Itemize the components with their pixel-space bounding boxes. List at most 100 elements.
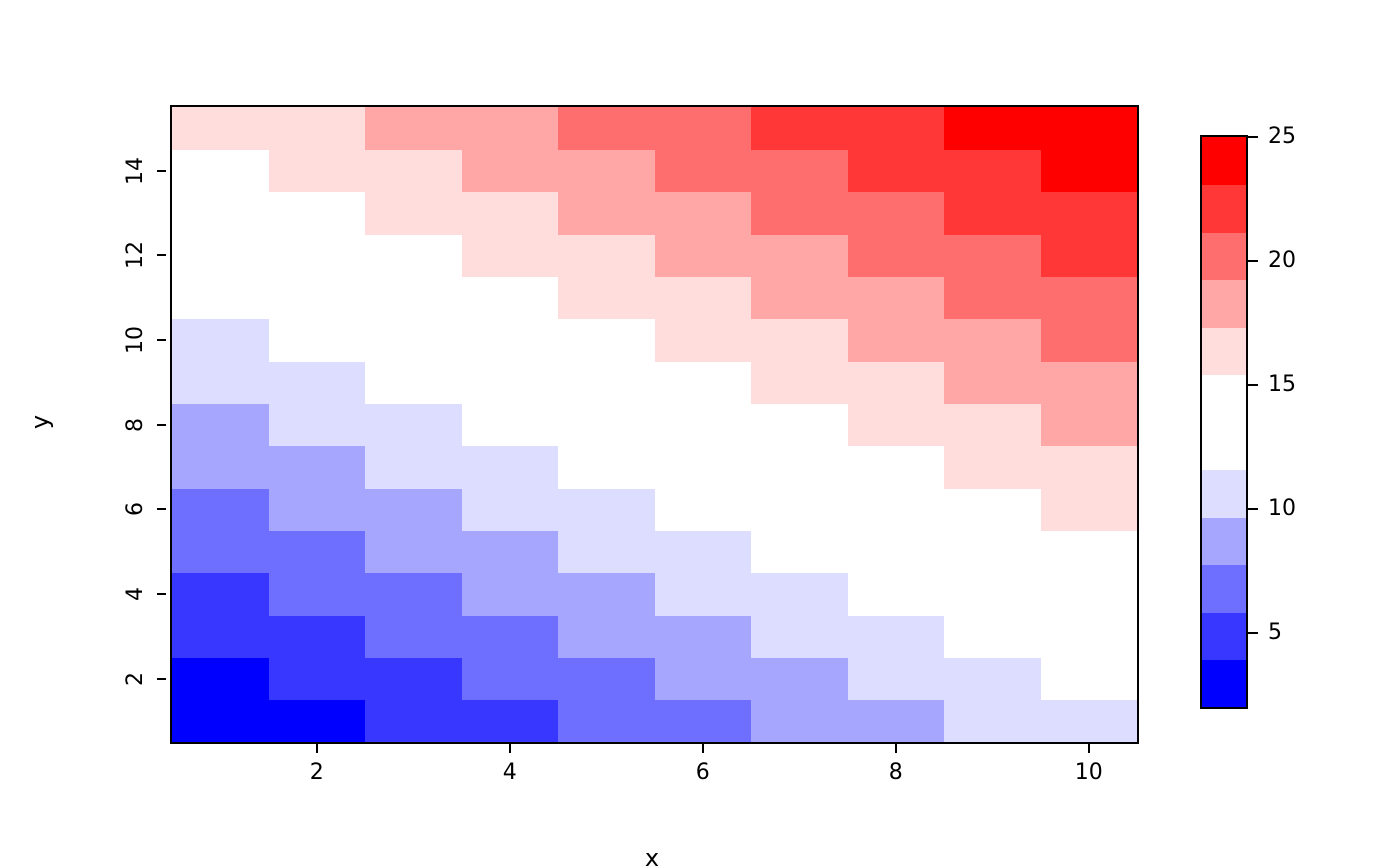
- heatmap-cell: [558, 488, 656, 531]
- heatmap-cell: [1040, 530, 1137, 574]
- heatmap-cell: [268, 149, 366, 193]
- heatmap-cell: [847, 657, 945, 701]
- heatmap-cell: [1040, 107, 1137, 150]
- heatmap-cell: [751, 234, 849, 277]
- heatmap-cell: [268, 445, 366, 489]
- colorbar-tick-mark: [1248, 383, 1258, 386]
- y-tick-mark: [157, 254, 166, 257]
- heatmap-cell: [365, 361, 463, 404]
- heatmap-cell: [654, 488, 752, 531]
- heatmap-cell: [1040, 615, 1137, 658]
- heatmap-cell: [944, 530, 1042, 574]
- heatmap-cell: [1040, 488, 1137, 531]
- heatmap-cell: [847, 403, 945, 447]
- x-tick-mark: [508, 744, 511, 753]
- heatmap-cell: [847, 234, 945, 277]
- heatmap-cell: [172, 657, 270, 701]
- heatmap-cell: [847, 572, 945, 616]
- heatmap-cell: [847, 191, 945, 235]
- colorbar-block: [1202, 612, 1246, 661]
- heatmap-cell: [751, 361, 849, 404]
- heatmap-cell: [654, 107, 752, 150]
- heatmap-cell: [1040, 276, 1137, 320]
- x-tick-mark: [701, 744, 704, 753]
- colorbar-block: [1202, 184, 1246, 233]
- heatmap-cell: [461, 530, 559, 574]
- heatmap-cell: [751, 615, 849, 658]
- heatmap-cell: [461, 191, 559, 235]
- heatmap-cell: [365, 234, 463, 277]
- heatmap-cell: [268, 699, 366, 742]
- y-tick-label: 12: [123, 241, 148, 270]
- heatmap-cell: [268, 361, 366, 404]
- colorbar-tick-label: 25: [1268, 124, 1296, 149]
- heatmap-cell: [461, 234, 559, 277]
- heatmap-cell: [847, 530, 945, 574]
- heatmap-cell: [365, 107, 463, 150]
- y-tick-label: 2: [123, 671, 148, 686]
- heatmap-cell: [558, 530, 656, 574]
- heatmap-cell: [751, 445, 849, 489]
- heatmap-cell: [847, 276, 945, 320]
- colorbar-block: [1202, 137, 1246, 186]
- y-tick-label: 6: [123, 502, 148, 517]
- heatmap-cell: [461, 403, 559, 447]
- heatmap-cell: [558, 318, 656, 362]
- heatmap-cell: [365, 615, 463, 658]
- heatmap-cell: [751, 318, 849, 362]
- heatmap-cell: [365, 318, 463, 362]
- heatmap-cell: [365, 149, 463, 193]
- heatmap-cell: [461, 488, 559, 531]
- heatmap-cell: [944, 572, 1042, 616]
- heatmap-cell: [172, 445, 270, 489]
- x-tick-label: 8: [888, 760, 903, 785]
- heatmap-cell: [944, 361, 1042, 404]
- y-tick-mark: [157, 423, 166, 426]
- heatmap-cell: [751, 276, 849, 320]
- x-tick-label: 10: [1074, 760, 1103, 785]
- heatmap-cell: [847, 318, 945, 362]
- heatmap-cell: [558, 234, 656, 277]
- heatmap-cell: [751, 699, 849, 742]
- y-tick-label: 4: [123, 586, 148, 601]
- heatmap-cell: [268, 615, 366, 658]
- heatmap-cell: [654, 318, 752, 362]
- heatmap-cell: [847, 107, 945, 150]
- heatmap-cell: [1040, 445, 1137, 489]
- heatmap-cell: [751, 657, 849, 701]
- heatmap-cell: [847, 699, 945, 742]
- heatmap-cell: [654, 572, 752, 616]
- colorbar-block: [1202, 422, 1246, 471]
- heatmap-cell: [365, 403, 463, 447]
- heatmap-cell: [1040, 657, 1137, 701]
- heatmap-cell: [461, 572, 559, 616]
- heatmap-cell: [461, 615, 559, 658]
- y-tick-mark: [157, 592, 166, 595]
- heatmap-cell: [654, 657, 752, 701]
- heatmap-cell: [268, 318, 366, 362]
- heatmap-cell: [172, 318, 270, 362]
- heatmap-cell: [1040, 572, 1137, 616]
- colorbar-block: [1202, 517, 1246, 566]
- heatmap-cell: [847, 149, 945, 193]
- heatmap-cell: [172, 615, 270, 658]
- heatmap-cell: [365, 488, 463, 531]
- heatmap-cell: [172, 488, 270, 531]
- heatmap-cell: [268, 276, 366, 320]
- colorbar-tick-label: 10: [1268, 495, 1296, 521]
- colorbar-tick-label: 20: [1268, 247, 1296, 273]
- heatmap-cell: [268, 107, 366, 150]
- heatmap-cell: [268, 657, 366, 701]
- heatmap-cell: [847, 488, 945, 531]
- y-tick-label: 10: [123, 325, 148, 354]
- heatmap-cell: [268, 530, 366, 574]
- colorbar: [1200, 135, 1248, 709]
- heatmap-cell: [1040, 699, 1137, 742]
- heatmap-cell: [847, 615, 945, 658]
- heatmap-cell: [461, 361, 559, 404]
- colorbar-tick-mark: [1248, 259, 1258, 262]
- heatmap-cell: [172, 403, 270, 447]
- heatmap-cell: [847, 445, 945, 489]
- x-tick-mark: [315, 744, 318, 753]
